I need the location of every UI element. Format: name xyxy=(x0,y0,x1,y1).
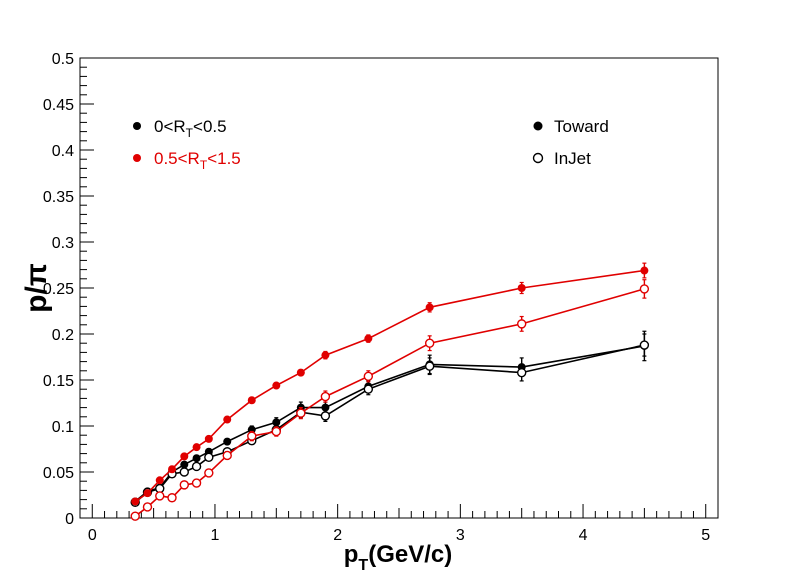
data-point xyxy=(130,511,140,521)
y-tick-label: 0.35 xyxy=(43,189,74,206)
series-line xyxy=(134,269,645,503)
data-point xyxy=(179,467,189,477)
data-point xyxy=(363,384,374,394)
data-point xyxy=(204,452,214,462)
x-axis-title: pT(GeV/c) xyxy=(344,541,452,574)
data-point xyxy=(155,491,165,501)
data-point xyxy=(204,468,214,478)
series-line xyxy=(134,344,645,504)
y-tick-label: 0.3 xyxy=(52,235,74,252)
data-point xyxy=(191,478,202,488)
series-1 xyxy=(130,333,650,508)
y-axis-title: p/π xyxy=(20,263,53,313)
x-tick-label: 4 xyxy=(579,527,588,544)
data-point xyxy=(222,450,232,461)
y-tick-label: 0.4 xyxy=(52,143,74,160)
data-point xyxy=(180,460,189,469)
legend-rt-marker-0 xyxy=(133,122,141,130)
data-point xyxy=(247,431,257,441)
series-3 xyxy=(130,279,650,521)
data-point xyxy=(424,338,435,348)
data-point xyxy=(296,368,305,377)
data-point xyxy=(142,502,153,512)
data-point xyxy=(272,381,281,390)
y-tick-label: 0.15 xyxy=(43,373,74,390)
data-point xyxy=(271,426,282,437)
data-point xyxy=(321,403,330,412)
series-2 xyxy=(131,262,649,506)
data-point xyxy=(425,303,434,312)
data-point xyxy=(363,371,374,382)
data-point xyxy=(320,411,331,421)
y-tick-label: 0 xyxy=(65,511,74,528)
y-tick-label: 0.1 xyxy=(52,419,74,436)
legend-rt-label-0: 0<RT<0.5 xyxy=(154,117,227,140)
legend-injet-label: InJet xyxy=(554,149,591,168)
data-point xyxy=(321,351,330,360)
data-point xyxy=(191,461,202,472)
data-point xyxy=(639,340,650,350)
data-point xyxy=(192,454,201,463)
series-line xyxy=(134,345,645,503)
data-point xyxy=(168,465,177,474)
data-point xyxy=(364,334,373,343)
data-point xyxy=(320,391,331,402)
data-point xyxy=(155,476,164,485)
data-point xyxy=(223,437,232,446)
data-point xyxy=(517,284,526,292)
legend-rt: 0<RT<0.5 0.5<RT<1.5 xyxy=(133,117,241,172)
data-point xyxy=(192,443,201,452)
legend-open-marker xyxy=(532,152,544,164)
legend-toward-label: Toward xyxy=(554,117,609,136)
y-tick-label: 0.45 xyxy=(43,97,74,114)
data-point xyxy=(640,266,649,275)
axes: 0 0.05 0.1 0.15 0.2 0.25 0.3 0.35 0.4 0.45 0.5 0 1 2 3… xyxy=(43,51,719,544)
x-tick-label: 5 xyxy=(701,527,710,544)
data-point xyxy=(639,284,650,294)
x-tick-label: 2 xyxy=(333,527,342,544)
data-point xyxy=(296,408,306,418)
data-point xyxy=(272,418,281,427)
data-point xyxy=(247,396,256,405)
data-point xyxy=(516,367,527,378)
data-point xyxy=(143,489,152,498)
series-0 xyxy=(131,330,649,506)
y-tick-label: 0.25 xyxy=(43,281,74,298)
data-point xyxy=(167,493,177,503)
data-point xyxy=(204,434,213,443)
data-point xyxy=(131,497,140,506)
legend-rt-marker-1 xyxy=(133,154,141,162)
data-point xyxy=(516,319,527,329)
legend-rt-label-1: 0.5<RT<1.5 xyxy=(154,149,241,172)
series-line xyxy=(134,288,645,517)
y-tick-label: 0.2 xyxy=(52,327,74,344)
y-tick-label: 0.5 xyxy=(52,51,74,68)
series-layer xyxy=(130,262,650,521)
legend-marker: Toward InJet xyxy=(532,117,609,168)
x-tick-label: 1 xyxy=(211,527,220,544)
y-tick-label: 0.05 xyxy=(43,465,74,482)
legend-filled-marker xyxy=(533,121,543,131)
data-point xyxy=(180,452,189,461)
x-tick-label: 0 xyxy=(88,527,97,544)
data-point xyxy=(424,361,435,371)
x-tick-label: 3 xyxy=(456,527,465,544)
data-point xyxy=(223,415,232,424)
data-point xyxy=(179,480,189,490)
